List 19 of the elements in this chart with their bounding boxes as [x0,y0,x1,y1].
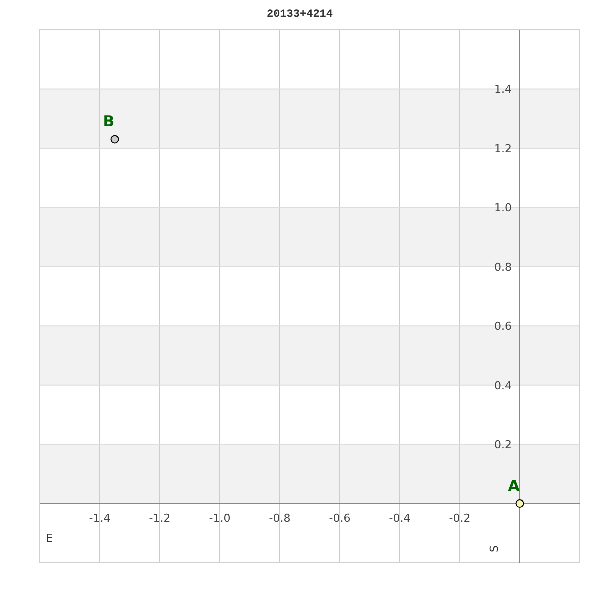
y-axis-title: S [488,545,501,552]
x-tick-label: -0.8 [269,512,291,525]
x-tick-label: -1.4 [89,512,111,525]
x-axis-title: E [46,532,53,545]
y-tick-label: 1.2 [494,142,512,156]
y-tick-label: 1.4 [494,83,512,96]
y-tick-label: 1.0 [494,202,512,215]
x-tick-label: -0.6 [329,512,351,525]
annotation: A [508,476,520,495]
x-tick-label: -0.2 [449,512,471,525]
x-tick-label: -0.4 [389,512,411,525]
x-tick-label: -1.2 [149,512,171,525]
chart-title: 20133+4214 [266,9,334,21]
x-tick-label: -1.0 [209,512,231,525]
y-tick-label: 0.8 [494,260,512,274]
annotation: B [103,112,115,131]
y-tick-label: 0.2 [494,438,512,452]
y-tick-label: 0.4 [494,379,512,392]
y-tick-label: 0.6 [494,320,512,334]
